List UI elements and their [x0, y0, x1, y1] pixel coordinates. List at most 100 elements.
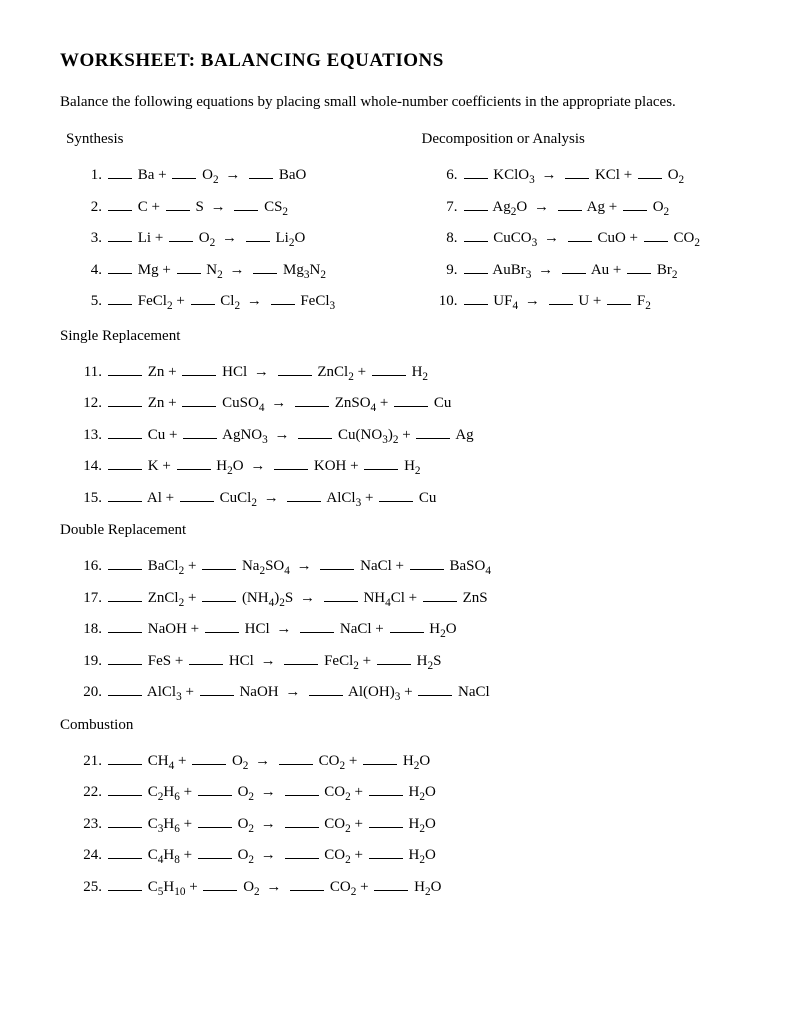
- coefficient-blank[interactable]: [108, 876, 142, 891]
- coefficient-blank[interactable]: [192, 750, 226, 765]
- coefficient-blank[interactable]: [369, 845, 403, 860]
- coefficient-blank[interactable]: [562, 259, 586, 274]
- coefficient-blank[interactable]: [295, 393, 329, 408]
- coefficient-blank[interactable]: [108, 650, 142, 665]
- coefficient-blank[interactable]: [198, 845, 232, 860]
- coefficient-blank[interactable]: [203, 876, 237, 891]
- coefficient-blank[interactable]: [253, 259, 277, 274]
- arrow-icon: →: [544, 230, 559, 246]
- coefficient-blank[interactable]: [285, 782, 319, 797]
- coefficient-blank[interactable]: [416, 424, 450, 439]
- coefficient-blank[interactable]: [565, 165, 589, 180]
- coefficient-blank[interactable]: [198, 782, 232, 797]
- coefficient-blank[interactable]: [278, 361, 312, 376]
- coefficient-blank[interactable]: [549, 291, 573, 306]
- coefficient-blank[interactable]: [177, 456, 211, 471]
- coefficient-blank[interactable]: [182, 361, 216, 376]
- coefficient-blank[interactable]: [177, 259, 201, 274]
- coefficient-blank[interactable]: [464, 291, 488, 306]
- arrow-icon: →: [254, 364, 269, 380]
- coefficient-blank[interactable]: [363, 750, 397, 765]
- coefficient-blank[interactable]: [410, 556, 444, 571]
- coefficient-blank[interactable]: [423, 587, 457, 602]
- coefficient-blank[interactable]: [108, 619, 142, 634]
- coefficient-blank[interactable]: [108, 813, 142, 828]
- coefficient-blank[interactable]: [568, 228, 592, 243]
- coefficient-blank[interactable]: [464, 228, 488, 243]
- coefficient-blank[interactable]: [108, 165, 132, 180]
- equation-row: 10. UF4 → U + F2: [436, 286, 732, 318]
- coefficient-blank[interactable]: [298, 424, 332, 439]
- coefficient-blank[interactable]: [390, 619, 424, 634]
- coefficient-blank[interactable]: [394, 393, 428, 408]
- coefficient-blank[interactable]: [379, 487, 413, 502]
- coefficient-blank[interactable]: [166, 196, 190, 211]
- coefficient-blank[interactable]: [369, 782, 403, 797]
- coefficient-blank[interactable]: [108, 750, 142, 765]
- coefficient-blank[interactable]: [198, 813, 232, 828]
- coefficient-blank[interactable]: [300, 619, 334, 634]
- coefficient-blank[interactable]: [108, 782, 142, 797]
- coefficient-blank[interactable]: [234, 196, 258, 211]
- coefficient-blank[interactable]: [108, 424, 142, 439]
- coefficient-blank[interactable]: [374, 876, 408, 891]
- coefficient-blank[interactable]: [274, 456, 308, 471]
- coefficient-blank[interactable]: [108, 556, 142, 571]
- equation-row: 4. Mg + N2 → Mg3N2: [80, 255, 376, 287]
- coefficient-blank[interactable]: [418, 682, 452, 697]
- coefficient-blank[interactable]: [172, 165, 196, 180]
- coefficient-blank[interactable]: [309, 682, 343, 697]
- coefficient-blank[interactable]: [189, 650, 223, 665]
- coefficient-blank[interactable]: [108, 487, 142, 502]
- equation-row: 15. Al + CuCl2 → AlCl3 + Cu: [80, 483, 731, 515]
- coefficient-blank[interactable]: [285, 813, 319, 828]
- coefficient-blank[interactable]: [364, 456, 398, 471]
- coefficient-blank[interactable]: [246, 228, 270, 243]
- coefficient-blank[interactable]: [108, 291, 132, 306]
- coefficient-blank[interactable]: [271, 291, 295, 306]
- coefficient-blank[interactable]: [558, 196, 582, 211]
- coefficient-blank[interactable]: [202, 587, 236, 602]
- coefficient-blank[interactable]: [108, 845, 142, 860]
- coefficient-blank[interactable]: [285, 845, 319, 860]
- arrow-icon: →: [230, 262, 245, 278]
- coefficient-blank[interactable]: [108, 361, 142, 376]
- coefficient-blank[interactable]: [108, 682, 142, 697]
- coefficient-blank[interactable]: [169, 228, 193, 243]
- coefficient-blank[interactable]: [372, 361, 406, 376]
- coefficient-blank[interactable]: [200, 682, 234, 697]
- coefficient-blank[interactable]: [191, 291, 215, 306]
- coefficient-blank[interactable]: [108, 393, 142, 408]
- coefficient-blank[interactable]: [284, 650, 318, 665]
- coefficient-blank[interactable]: [249, 165, 273, 180]
- coefficient-blank[interactable]: [623, 196, 647, 211]
- coefficient-blank[interactable]: [202, 556, 236, 571]
- coefficient-blank[interactable]: [183, 424, 217, 439]
- coefficient-blank[interactable]: [320, 556, 354, 571]
- equation-row: 24. C4H8 + O2 → CO2 + H2O: [80, 840, 731, 872]
- coefficient-blank[interactable]: [108, 228, 132, 243]
- coefficient-blank[interactable]: [464, 165, 488, 180]
- coefficient-blank[interactable]: [180, 487, 214, 502]
- coefficient-blank[interactable]: [324, 587, 358, 602]
- arrow-icon: →: [541, 167, 556, 183]
- coefficient-blank[interactable]: [369, 813, 403, 828]
- coefficient-blank[interactable]: [607, 291, 631, 306]
- coefficient-blank[interactable]: [638, 165, 662, 180]
- coefficient-blank[interactable]: [377, 650, 411, 665]
- coefficient-blank[interactable]: [108, 456, 142, 471]
- coefficient-blank[interactable]: [108, 196, 132, 211]
- coefficient-blank[interactable]: [644, 228, 668, 243]
- coefficient-blank[interactable]: [108, 259, 132, 274]
- coefficient-blank[interactable]: [464, 259, 488, 274]
- coefficient-blank[interactable]: [627, 259, 651, 274]
- coefficient-blank[interactable]: [290, 876, 324, 891]
- coefficient-blank[interactable]: [287, 487, 321, 502]
- coefficient-blank[interactable]: [108, 587, 142, 602]
- coefficient-blank[interactable]: [205, 619, 239, 634]
- coefficient-blank[interactable]: [279, 750, 313, 765]
- coefficient-blank[interactable]: [182, 393, 216, 408]
- synthesis-label: Synthesis: [66, 131, 376, 148]
- coefficient-blank[interactable]: [464, 196, 488, 211]
- arrow-icon: →: [261, 653, 276, 669]
